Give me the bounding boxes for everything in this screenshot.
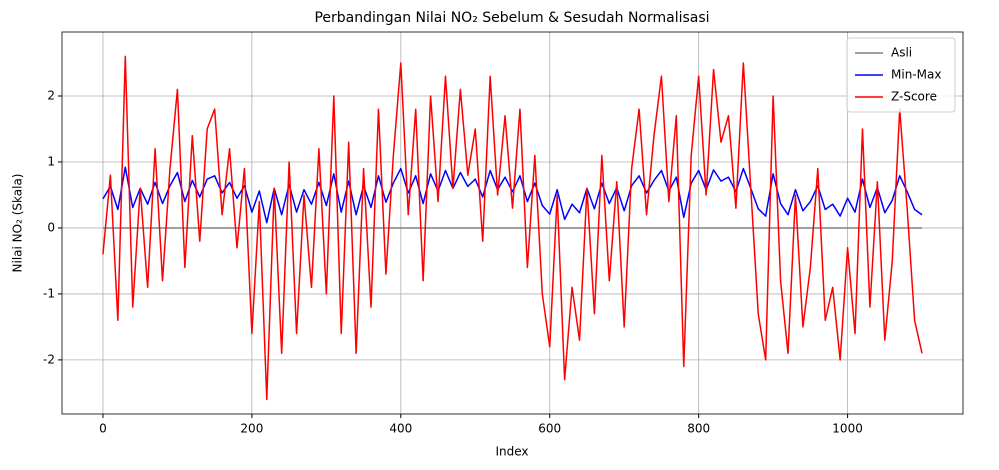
x-tick-label: 0	[99, 422, 107, 436]
y-tick-label: 0	[47, 220, 55, 234]
legend-label: Asli	[891, 46, 912, 60]
chart-title: Perbandingan Nilai NO₂ Sebelum & Sesudah…	[314, 10, 709, 26]
x-tick-label: 600	[538, 422, 561, 436]
y-tick-label: -1	[43, 286, 55, 300]
legend-box	[846, 37, 956, 113]
x-tick-label: 800	[687, 422, 710, 436]
legend-label: Min-Max	[891, 68, 941, 82]
y-tick-label: -2	[43, 352, 55, 366]
x-axis-label: Index	[495, 445, 528, 459]
y-axis-label: Nilai NO₂ (Skala)	[11, 174, 25, 273]
legend-label: Z-Score	[891, 90, 937, 104]
x-tick-label: 200	[240, 422, 263, 436]
x-tick-label: 1000	[832, 422, 863, 436]
y-tick-label: 1	[47, 154, 55, 168]
line	[102, 166, 923, 224]
y-tick-label: 2	[47, 88, 55, 102]
line	[102, 55, 923, 401]
x-tick-label: 400	[389, 422, 412, 436]
plot-frame	[61, 31, 964, 415]
